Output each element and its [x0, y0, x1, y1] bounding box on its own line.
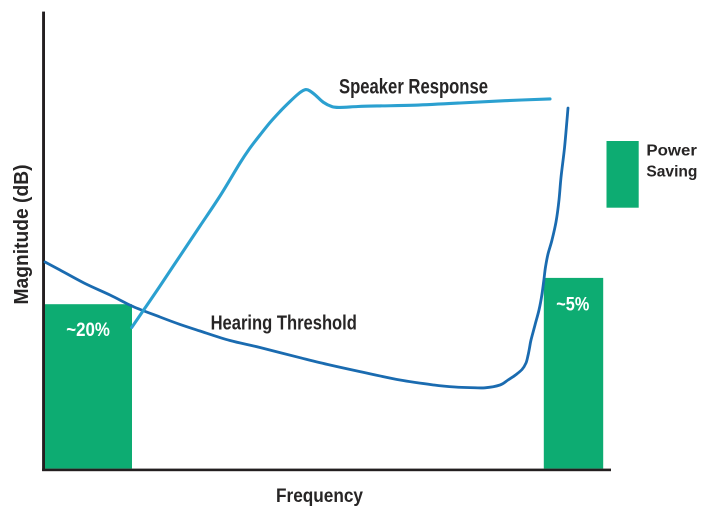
svg-text:Saving: Saving	[646, 164, 697, 181]
svg-text:~5%: ~5%	[556, 295, 589, 316]
svg-text:Speaker Response: Speaker Response	[339, 75, 488, 98]
svg-text:Hearing Threshold: Hearing Threshold	[211, 313, 357, 335]
svg-text:Frequency: Frequency	[276, 485, 363, 507]
svg-text:Power: Power	[646, 142, 697, 159]
svg-text:Magnitude (dB): Magnitude (dB)	[11, 165, 33, 305]
svg-text:~20%: ~20%	[66, 320, 110, 341]
